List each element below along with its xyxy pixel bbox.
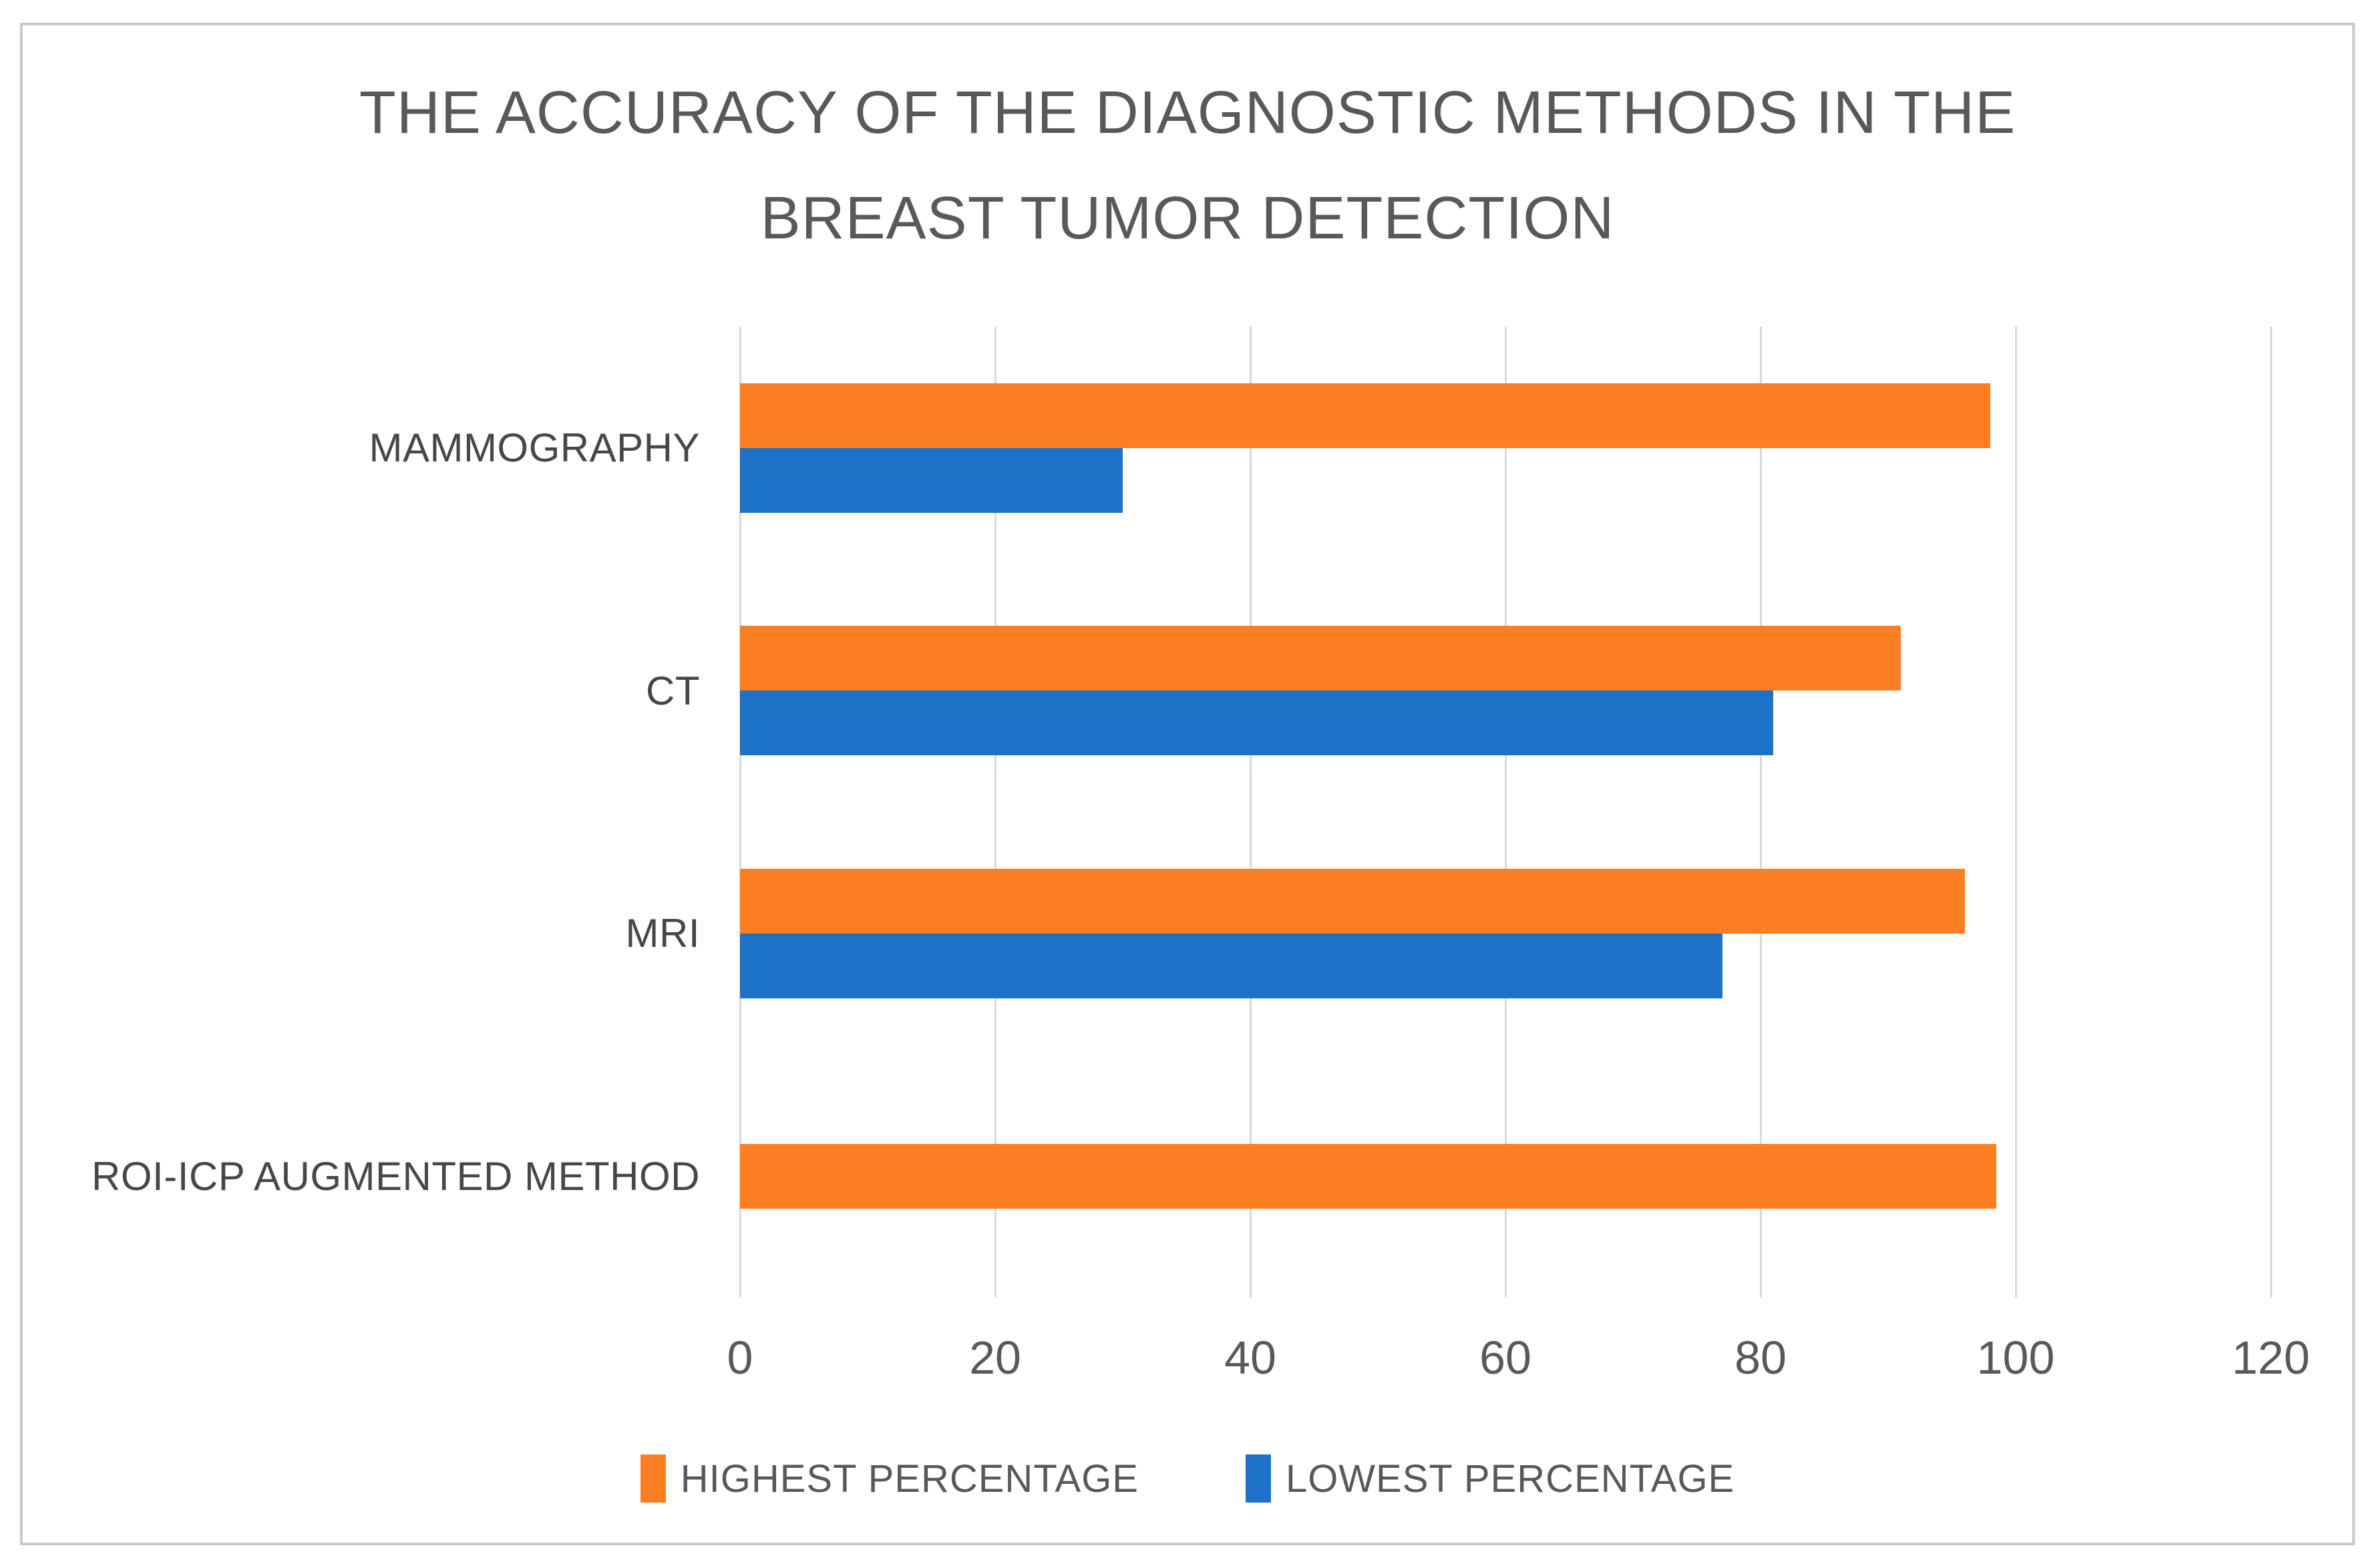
x-tick-label-80: 80 [1734, 1332, 1787, 1384]
bar-row-0 [740, 327, 2271, 569]
bar-highest-0 [740, 383, 1990, 448]
category-label-1: CT [646, 668, 700, 713]
x-tick-label-20: 20 [969, 1332, 1021, 1384]
legend-marker-icon [640, 1454, 666, 1503]
category-axis: MAMMOGRAPHY CT MRI ROI-ICP AUGMENTED METHOD [23, 327, 700, 1298]
legend-item-highest: HIGHEST PERCENTAGE [640, 1454, 1139, 1503]
chart-frame-border: THE ACCURACY OF THE DIAGNOSTIC METHODS I… [20, 23, 2355, 1545]
category-label-2: MRI [625, 911, 700, 956]
gridline-x-80 [1759, 327, 1762, 1298]
plot-area [739, 327, 2272, 1298]
chart-title: THE ACCURACY OF THE DIAGNOSTIC METHODS I… [359, 79, 2016, 252]
bar-highest-1 [740, 626, 1901, 691]
category-label-0: MAMMOGRAPHY [369, 425, 700, 470]
bar-row-3 [740, 1055, 2271, 1298]
legend: HIGHEST PERCENTAGE LOWEST PERCENTAGE [23, 1454, 2352, 1503]
category-label-3: ROI-ICP AUGMENTED METHOD [92, 1153, 700, 1199]
legend-label: LOWEST PERCENTAGE [1285, 1456, 1735, 1501]
x-tick-label-100: 100 [1976, 1332, 2055, 1384]
gridline-x-120 [2269, 327, 2272, 1298]
gridline-x-40 [1249, 327, 1252, 1298]
bar-highest-2 [740, 868, 1965, 934]
bar-lowest-2 [740, 933, 1722, 998]
gridline-x-20 [994, 327, 996, 1298]
value-axis: 0 20 40 60 80 100 120 [727, 1331, 2310, 1398]
gridline-x-0 [739, 327, 741, 1298]
x-tick-label-120: 120 [2231, 1332, 2310, 1384]
gridline-x-60 [1504, 327, 1507, 1298]
legend-item-lowest: LOWEST PERCENTAGE [1245, 1454, 1735, 1503]
x-tick-label-0: 0 [727, 1332, 753, 1384]
legend-label: HIGHEST PERCENTAGE [680, 1456, 1139, 1501]
bar-row-2 [740, 812, 2271, 1054]
bar-highest-3 [740, 1143, 1997, 1209]
bar-lowest-0 [740, 447, 1123, 513]
bar-row-1 [740, 570, 2271, 812]
x-tick-label-60: 60 [1479, 1332, 1531, 1384]
legend-marker-icon [1245, 1454, 1271, 1503]
gridline-x-100 [2014, 327, 2017, 1298]
bar-lowest-1 [740, 691, 1774, 755]
x-tick-label-40: 40 [1224, 1332, 1276, 1384]
